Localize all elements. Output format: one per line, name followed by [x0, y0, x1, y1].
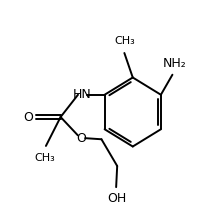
- Text: OH: OH: [108, 192, 127, 205]
- Text: CH₃: CH₃: [34, 153, 55, 163]
- Text: NH₂: NH₂: [163, 57, 186, 70]
- Text: CH₃: CH₃: [114, 37, 135, 46]
- Text: HN: HN: [73, 88, 92, 101]
- Text: O: O: [24, 110, 34, 123]
- Text: O: O: [77, 132, 87, 145]
